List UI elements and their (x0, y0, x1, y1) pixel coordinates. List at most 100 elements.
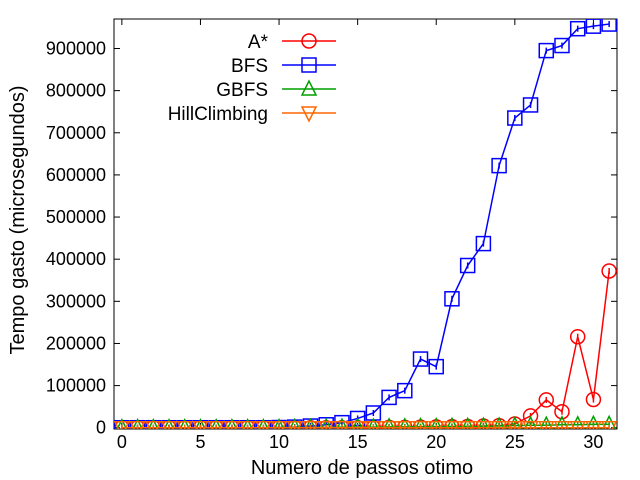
data-point (569, 328, 586, 345)
data-point (475, 420, 492, 429)
data-point (381, 389, 397, 406)
x-tick-label: 20 (426, 432, 446, 452)
data-point (555, 415, 569, 429)
data-point (506, 420, 524, 429)
data-point (289, 417, 301, 429)
data-point (286, 420, 303, 429)
data-point (116, 418, 128, 429)
legend-label: GBFS (216, 80, 268, 101)
data-point (145, 420, 162, 429)
data-point (444, 291, 460, 307)
legend-entry: GBFS (216, 79, 336, 101)
legend-marker (300, 79, 318, 96)
legend-marker (300, 106, 318, 123)
x-tick-label: 30 (583, 432, 603, 452)
x-tick-label: 25 (505, 432, 525, 452)
data-point (430, 417, 443, 429)
data-point (349, 420, 366, 429)
data-point (538, 392, 555, 408)
data-point (585, 391, 602, 408)
data-point (114, 420, 131, 429)
data-point (428, 358, 444, 375)
data-point (163, 418, 175, 429)
data-point (351, 417, 364, 429)
data-point (179, 418, 191, 429)
data-point (553, 420, 571, 429)
data-point (304, 417, 317, 429)
data-point (129, 420, 146, 429)
plot-frame (113, 18, 618, 430)
y-tick-label: 700000 (46, 123, 106, 143)
data-point (539, 415, 554, 429)
data-point (586, 414, 601, 429)
y-axis-label: Tempo gasto (microsegundos) (7, 85, 29, 354)
legend-label: A* (248, 32, 269, 53)
data-point (302, 420, 319, 429)
data-point (192, 420, 209, 429)
data-point (257, 418, 269, 429)
data-point (459, 257, 476, 274)
data-point (477, 416, 490, 429)
x-tick-label: 15 (348, 432, 368, 452)
data-point (380, 420, 398, 429)
data-point (414, 417, 427, 429)
data-point (569, 420, 586, 429)
data-point (396, 420, 414, 429)
data-point (601, 263, 617, 279)
data-point (367, 417, 380, 429)
series-layer (114, 19, 617, 429)
data-point (176, 420, 193, 429)
x-axis-label: Numero de passos otimo (251, 457, 473, 479)
data-point (226, 418, 238, 429)
data-point (207, 420, 225, 429)
data-point (210, 418, 222, 429)
data-point (398, 417, 411, 429)
data-point (445, 416, 459, 429)
legend-marker (301, 33, 317, 49)
data-point (223, 420, 241, 429)
data-point (336, 417, 348, 429)
data-point (317, 420, 335, 429)
data-point (600, 420, 617, 429)
data-point (554, 403, 570, 420)
legend-entry: A* (248, 32, 336, 53)
data-point (601, 19, 617, 32)
y-tick-label: 400000 (46, 249, 106, 269)
data-point (242, 418, 254, 429)
data-point (412, 351, 429, 367)
data-point (491, 157, 507, 174)
y-tick-label: 200000 (46, 333, 106, 353)
data-point (412, 420, 429, 429)
data-point (522, 420, 539, 429)
data-point (585, 19, 602, 34)
data-point (160, 420, 178, 429)
data-point (397, 382, 413, 399)
data-point (132, 418, 144, 429)
y-tick-label: 500000 (46, 207, 106, 227)
x-tick-label: 0 (117, 432, 127, 452)
data-point (365, 420, 382, 429)
x-tick-label: 5 (195, 432, 205, 452)
legend: A* BFS GBFS HillClimbing (168, 32, 336, 125)
data-point (523, 415, 538, 429)
data-point (522, 97, 539, 113)
data-point (147, 418, 159, 429)
data-point (428, 420, 445, 429)
data-point (320, 417, 332, 429)
data-point (538, 42, 555, 59)
legend-marker (301, 57, 317, 73)
axes: 0 5 10 15 20 25 30 0 100000 200000 300000 400000 500… (46, 18, 618, 452)
y-tick-label: 800000 (46, 81, 106, 101)
data-point (585, 420, 602, 429)
y-tick-label: 900000 (46, 38, 106, 58)
data-point (508, 415, 522, 429)
data-point (443, 420, 461, 429)
data-point (507, 110, 523, 126)
data-point (273, 417, 285, 429)
data-point (239, 420, 256, 429)
data-point (492, 416, 506, 429)
data-point (461, 416, 474, 429)
legend-label: HillClimbing (168, 104, 268, 125)
legend-entry: BFS (231, 56, 336, 77)
